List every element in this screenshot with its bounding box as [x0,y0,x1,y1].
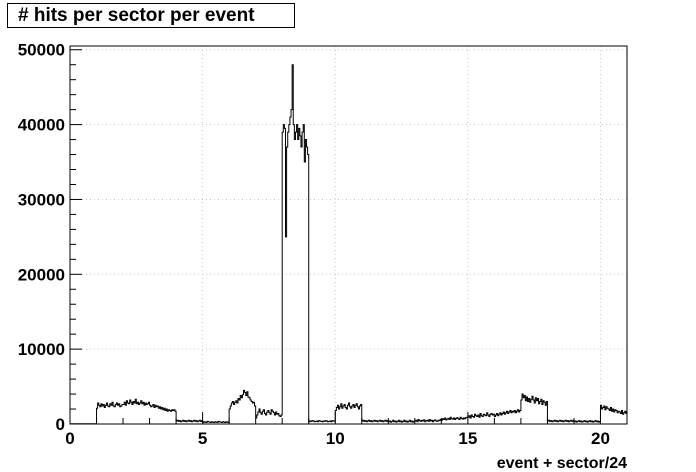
x-tick-label: 20 [591,429,610,448]
tick-labels: 0 5 10 15 20 0 10000 20000 30000 40000 50000 [18,41,610,448]
x-tick-label: 5 [198,429,207,448]
x-tick-label: 15 [458,429,477,448]
plot-frame [69,45,628,425]
y-tick-label: 30000 [18,190,65,209]
x-tick-label: 0 [65,429,74,448]
axes [69,45,628,425]
histogram-bars [69,64,628,425]
y-tick-label: 40000 [18,116,65,135]
chart-title: # hits per sector per event [7,3,295,28]
y-tick-label: 0 [56,415,65,434]
y-tick-label: 10000 [18,340,65,359]
y-tick-label: 50000 [18,41,65,60]
y-tick-label: 20000 [18,265,65,284]
x-tick-label: 10 [326,429,345,448]
x-axis-title: event + sector/24 [497,455,627,472]
histogram-outline [69,64,628,425]
grid-lines [70,46,627,424]
